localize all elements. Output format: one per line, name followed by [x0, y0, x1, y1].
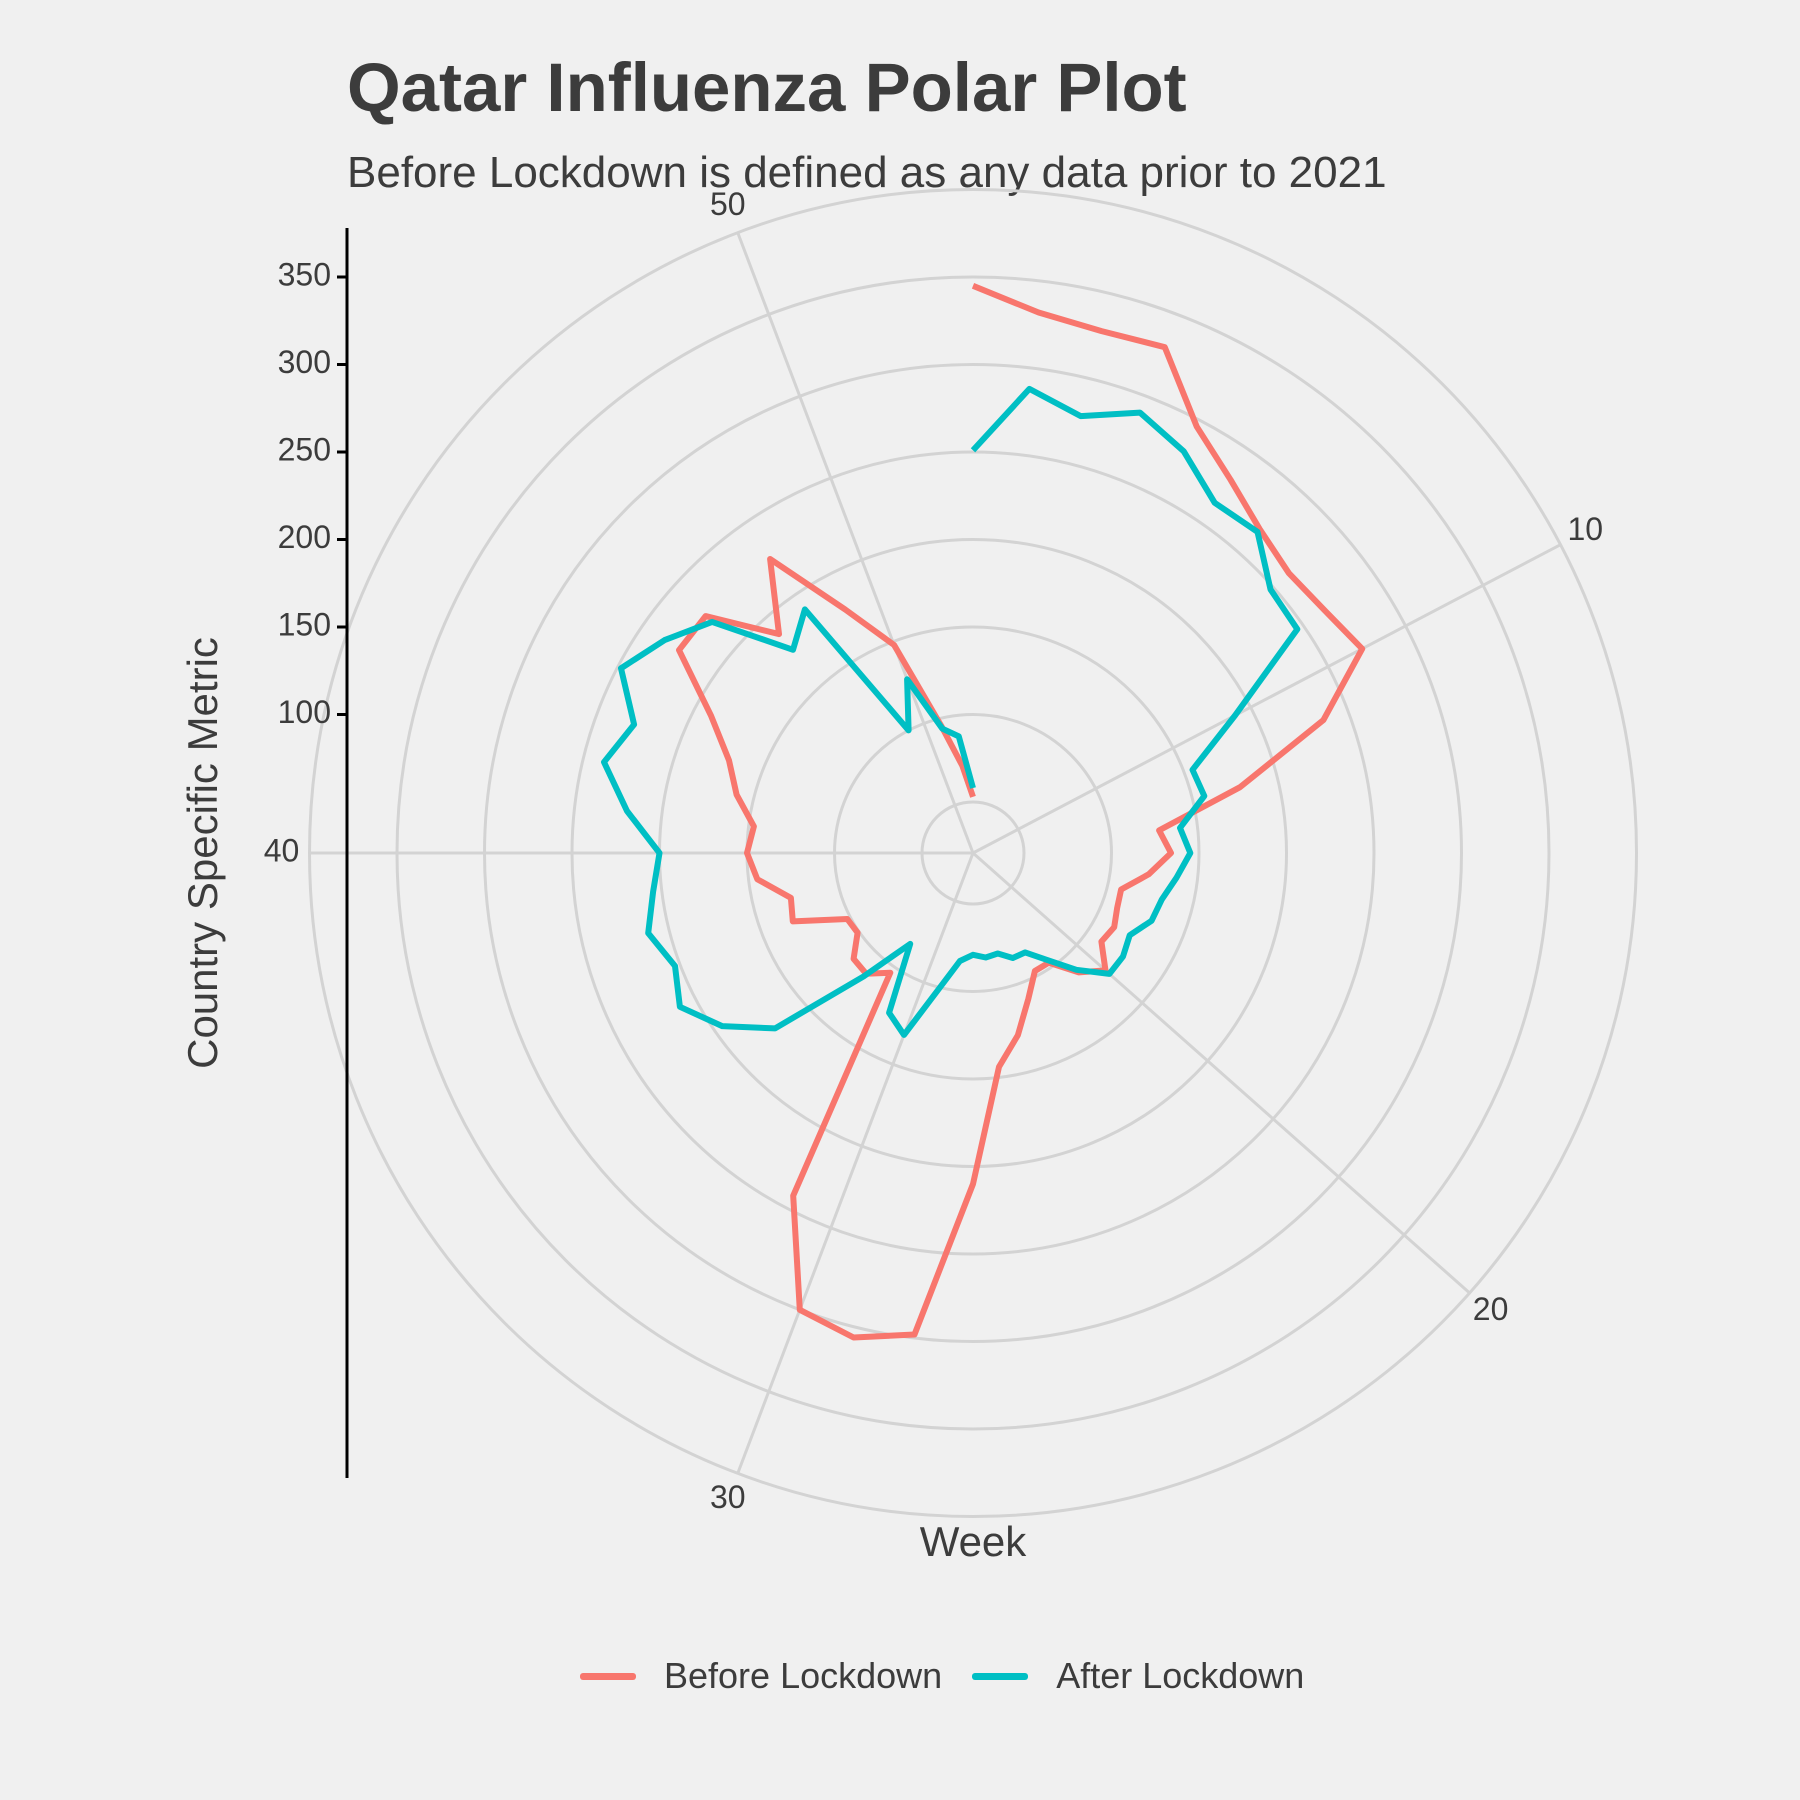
- series-line-before-lockdown: [676, 283, 1366, 1341]
- theta-tick-label: 40: [264, 832, 300, 868]
- legend: Before Lockdown After Lockdown: [580, 1655, 1334, 1697]
- grid-spoke: [736, 852, 975, 1474]
- grid-spoke: [972, 851, 1471, 1295]
- legend-key-after: [972, 1672, 1029, 1680]
- legend-label-after: After Lockdown: [1056, 1655, 1305, 1696]
- theta-tick-label: 30: [710, 1479, 746, 1515]
- y-axis-title: Country Specific Metric: [179, 637, 226, 1069]
- radial-tick-label: 250: [278, 431, 331, 467]
- series-line-after-lockdown: [601, 385, 1301, 1038]
- radial-tick-label: 350: [278, 256, 331, 292]
- theta-tick-label: 10: [1567, 511, 1603, 547]
- theta-tick-label: 20: [1473, 1291, 1509, 1327]
- legend-key-before: [580, 1672, 636, 1680]
- x-axis-title: Week: [920, 1518, 1028, 1565]
- radial-tick-label: 150: [278, 606, 331, 642]
- chart-subtitle: Before Lockdown is defined as any data p…: [347, 148, 1387, 197]
- theta-tick-label: 50: [710, 186, 746, 222]
- radial-tick-label: 300: [278, 344, 331, 380]
- legend-item-after: After Lockdown: [972, 1655, 1304, 1697]
- chart-title: Qatar Influenza Polar Plot: [347, 49, 1187, 126]
- grid-spoke: [736, 232, 975, 854]
- radial-tick-label: 100: [278, 694, 331, 730]
- legend-label-before: Before Lockdown: [664, 1655, 943, 1696]
- legend-item-before: Before Lockdown: [580, 1655, 942, 1697]
- grid-spoke: [972, 543, 1562, 855]
- radial-tick-label: 200: [278, 519, 331, 555]
